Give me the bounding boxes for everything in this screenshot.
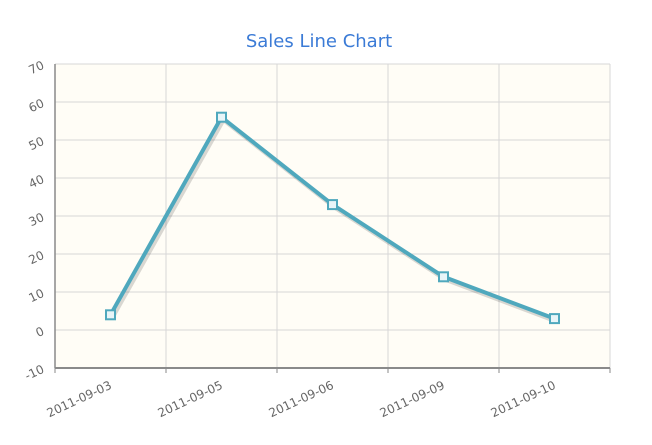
y-tick-label: -10 xyxy=(23,362,47,383)
x-tick-label: 2011-09-06 xyxy=(267,378,336,420)
y-tick-label: 60 xyxy=(27,96,47,115)
data-point xyxy=(549,313,560,325)
data-point xyxy=(327,199,338,211)
x-tick-label: 2011-09-09 xyxy=(378,378,447,420)
y-tick-label: 40 xyxy=(27,172,47,191)
x-tick-label: 2011-09-05 xyxy=(156,378,225,420)
x-tick-label: 2011-09-03 xyxy=(45,378,114,420)
y-tick-label: 20 xyxy=(27,248,47,267)
data-point xyxy=(216,111,227,123)
y-tick-label: 50 xyxy=(27,134,47,153)
y-tick-label: 10 xyxy=(27,286,47,305)
data-point xyxy=(438,271,449,283)
y-tick-label: 30 xyxy=(27,210,47,229)
y-tick-label: 0 xyxy=(33,324,46,340)
data-point xyxy=(105,309,116,321)
chart-title: Sales Line Chart xyxy=(246,31,392,52)
y-tick-label: 70 xyxy=(27,58,47,77)
x-tick-label: 2011-09-10 xyxy=(489,378,558,420)
